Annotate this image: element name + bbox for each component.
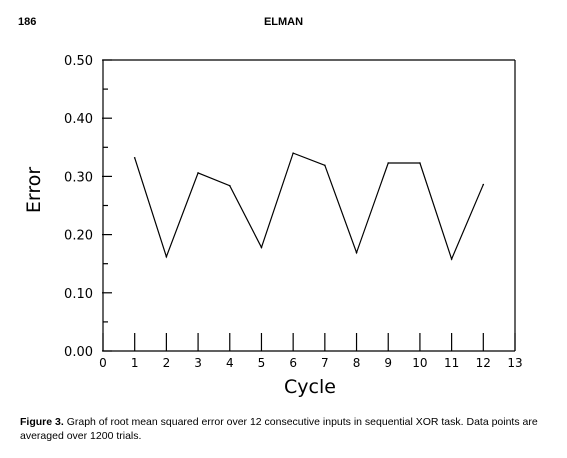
figure-label: Figure 3.: [20, 416, 64, 428]
page-number: 186: [18, 16, 37, 28]
x-tick-label: 4: [226, 356, 234, 370]
y-tick-label: 0.40: [64, 112, 93, 127]
x-tick-label: 13: [507, 356, 522, 370]
running-title: ELMAN: [263, 16, 304, 28]
chart-series: [133, 152, 485, 261]
x-tick-label: 8: [353, 356, 361, 370]
chart-tick-labels: 0.000.100.200.300.400.500 1 2 3 4 5 6 7 8 9 10 11 12…: [64, 54, 523, 370]
data-point: [228, 184, 231, 187]
x-tick-label: 6: [289, 356, 297, 370]
x-tick-label: 3: [194, 356, 202, 370]
x-tick-label: 0: [99, 356, 107, 370]
x-tick-label: 11: [444, 356, 459, 370]
data-point: [419, 162, 421, 164]
chart-axes: [102, 59, 516, 352]
error-series-line: [134, 152, 484, 261]
figure-caption-text: Graph of root mean squared error over 12…: [20, 416, 538, 442]
figure-caption: Figure 3. Graph of root mean squared err…: [20, 415, 550, 443]
chart-ticks: [102, 59, 516, 352]
x-tick-label: 1: [131, 356, 139, 370]
data-point: [197, 172, 199, 174]
data-point: [482, 183, 485, 186]
x-tick-label: 9: [384, 356, 392, 370]
x-tick-label: 7: [321, 356, 329, 370]
data-point: [355, 251, 358, 254]
data-point: [387, 162, 390, 164]
y-tick-label: 0.00: [64, 345, 93, 360]
data-point: [324, 164, 326, 167]
data-point: [133, 156, 136, 159]
x-tick-label: 2: [163, 356, 171, 370]
y-tick-label: 0.30: [64, 170, 93, 185]
x-tick-label: 10: [412, 356, 427, 370]
data-point: [450, 258, 453, 260]
x-axis-label: Cycle: [284, 376, 336, 398]
y-tick-label: 0.20: [64, 229, 93, 244]
x-tick-label: 12: [476, 356, 491, 370]
data-point: [165, 255, 168, 258]
y-tick-label: 0.10: [64, 287, 93, 302]
y-tick-label: 0.50: [64, 54, 93, 69]
x-tick-label: 5: [258, 356, 266, 370]
data-point: [292, 152, 294, 154]
y-axis-label: Error: [23, 167, 45, 214]
data-point: [260, 246, 263, 249]
